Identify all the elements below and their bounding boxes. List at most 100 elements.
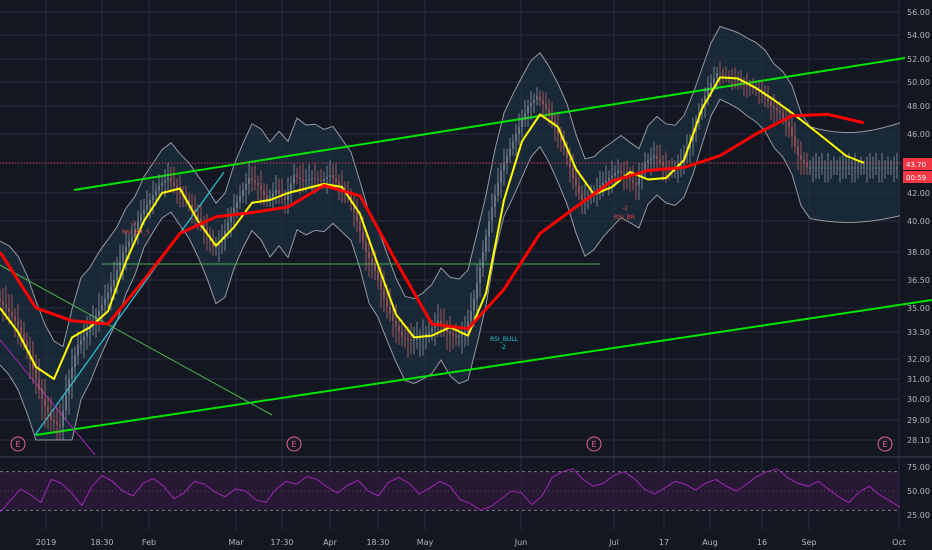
candle-body xyxy=(881,167,883,169)
candle-body xyxy=(797,146,799,156)
candle-body xyxy=(38,379,40,389)
band-fill xyxy=(0,26,900,441)
candle-body xyxy=(479,267,481,284)
candle-body xyxy=(407,338,409,340)
candle-body xyxy=(656,155,658,160)
price-tick-label: 30.00 xyxy=(907,395,930,404)
rsi-tick-label: 25.00 xyxy=(907,511,930,520)
candle-body xyxy=(449,332,451,334)
candle-body xyxy=(308,179,310,181)
candle-body xyxy=(53,420,55,423)
time-tick-label: Apr xyxy=(323,538,338,547)
candle-body xyxy=(170,178,172,182)
candle-body xyxy=(434,324,436,329)
earnings-marker[interactable]: E xyxy=(286,436,302,452)
candle-body xyxy=(788,122,790,127)
time-tick-label: Jul xyxy=(608,538,619,547)
candle-body xyxy=(284,196,286,200)
candle-body xyxy=(191,204,193,210)
candle-body xyxy=(737,79,739,82)
candle-body xyxy=(197,214,199,219)
candle-body xyxy=(8,308,10,313)
candle-body xyxy=(437,320,439,325)
candle-body xyxy=(119,261,121,271)
candle-body xyxy=(512,141,514,149)
candle-body xyxy=(779,110,781,113)
earnings-circle xyxy=(586,436,602,452)
candle-body xyxy=(497,183,499,196)
ma-fast-line xyxy=(0,76,865,380)
candle-body xyxy=(719,72,721,74)
candle-body xyxy=(743,82,745,85)
trendline-falling xyxy=(0,264,273,416)
candle-body xyxy=(866,167,868,169)
time-tick-label: 17 xyxy=(659,538,669,547)
candle-body xyxy=(389,306,391,314)
candle-body xyxy=(713,77,715,83)
candle-body xyxy=(815,167,817,169)
last-price-badge xyxy=(903,158,932,170)
candle-body xyxy=(272,193,274,197)
rsi-br-label-2: RSI_BR xyxy=(614,214,635,221)
candle-body xyxy=(137,221,139,229)
candle-body xyxy=(704,96,706,104)
candle-body xyxy=(563,141,565,149)
candle-body xyxy=(569,158,571,168)
candle-body xyxy=(260,185,262,191)
candle-body xyxy=(65,394,67,411)
candle-body xyxy=(2,301,4,305)
candle-body xyxy=(572,168,574,178)
earnings-marker[interactable]: E xyxy=(586,436,602,452)
candle-body xyxy=(287,192,289,200)
price-tick-label: 54.00 xyxy=(907,31,930,40)
earnings-marker[interactable]: E xyxy=(10,436,26,452)
candle-body xyxy=(791,127,793,137)
candle-body xyxy=(173,182,175,186)
candle-body xyxy=(152,195,154,200)
candle-body xyxy=(101,304,103,311)
price-tick-label: 46.00 xyxy=(907,130,930,139)
channel-lines xyxy=(0,57,932,456)
trendline-rising xyxy=(34,171,225,436)
time-axis[interactable]: 2019 18:30 Feb Mar 17:30 Apr 18:30 May Jun Jul 17 A… xyxy=(36,538,906,547)
candle-body xyxy=(773,106,775,109)
candle-body xyxy=(608,178,610,181)
rsi-panel xyxy=(0,468,901,513)
candle-body xyxy=(428,332,430,334)
candle-body xyxy=(842,167,844,169)
candle-body xyxy=(62,410,64,427)
candle-body xyxy=(452,333,454,336)
earnings-marker[interactable]: E xyxy=(877,436,893,452)
candle-body xyxy=(155,190,157,196)
candle-body xyxy=(110,286,112,293)
price-tick-label: 56.00 xyxy=(907,8,930,17)
candle-body xyxy=(26,341,28,350)
candle-body xyxy=(212,241,214,248)
candle-body xyxy=(827,167,829,169)
candle-body xyxy=(296,175,298,177)
candle-body xyxy=(395,320,397,327)
candle-body xyxy=(602,183,604,186)
price-tick-label: 31.00 xyxy=(907,375,930,384)
time-tick-label: Mar xyxy=(228,538,244,547)
candle-body xyxy=(116,270,118,280)
candle-body xyxy=(311,178,313,180)
candle-body xyxy=(632,180,634,183)
candle-body xyxy=(446,328,448,332)
candle-body xyxy=(533,99,535,103)
candle-body xyxy=(530,102,532,106)
candle-body xyxy=(509,148,511,156)
candle-body xyxy=(23,333,25,341)
candle-body xyxy=(884,167,886,169)
candle-body xyxy=(80,340,82,345)
candle-body xyxy=(239,195,241,202)
candle-body xyxy=(599,185,601,189)
candle-body xyxy=(113,280,115,287)
candle-body xyxy=(812,167,814,169)
candle-body xyxy=(638,178,640,186)
purple-trendline xyxy=(0,339,96,456)
candle-body xyxy=(131,236,133,242)
band-upper xyxy=(0,26,901,348)
